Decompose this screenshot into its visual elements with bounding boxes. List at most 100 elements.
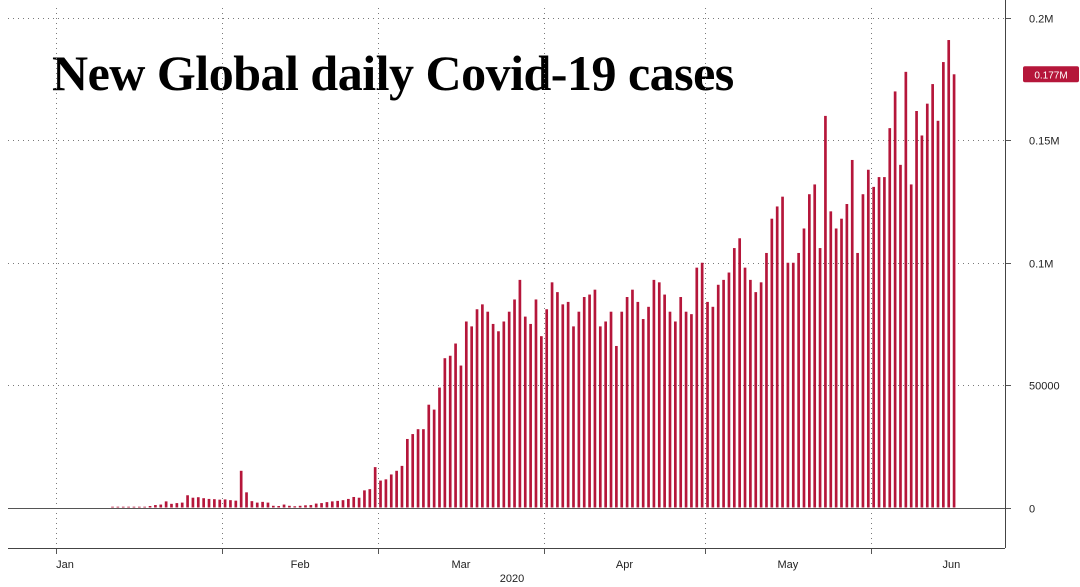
bar bbox=[631, 289, 634, 508]
bar bbox=[679, 297, 683, 508]
bar bbox=[223, 499, 227, 508]
bar bbox=[497, 331, 500, 508]
x-tick-label: Jun bbox=[943, 559, 961, 571]
bar bbox=[438, 387, 441, 508]
bar bbox=[866, 169, 870, 508]
bar bbox=[604, 321, 607, 508]
bar bbox=[143, 506, 147, 508]
bar bbox=[422, 429, 425, 508]
bar bbox=[320, 503, 323, 508]
bar bbox=[486, 311, 490, 508]
bar bbox=[507, 311, 511, 508]
bar bbox=[808, 194, 811, 508]
bar bbox=[341, 500, 345, 508]
bar bbox=[754, 292, 758, 508]
bar bbox=[668, 311, 672, 508]
bar bbox=[722, 279, 725, 508]
bar bbox=[116, 506, 120, 508]
bar bbox=[749, 279, 752, 508]
bar bbox=[593, 289, 597, 508]
bar bbox=[802, 228, 806, 508]
bar bbox=[255, 502, 259, 508]
bar bbox=[770, 218, 774, 508]
bar bbox=[588, 294, 591, 508]
bar bbox=[250, 501, 254, 508]
bar bbox=[411, 434, 415, 508]
bar bbox=[314, 503, 318, 508]
x-tick-label: Jan bbox=[56, 559, 74, 571]
bar bbox=[883, 177, 886, 508]
bar bbox=[818, 248, 822, 508]
bar bbox=[336, 500, 339, 508]
bar bbox=[620, 311, 624, 508]
bar bbox=[475, 309, 479, 508]
bar bbox=[824, 115, 827, 508]
bar bbox=[180, 502, 184, 508]
bar bbox=[625, 297, 629, 508]
bar bbox=[213, 499, 216, 508]
bar bbox=[523, 316, 527, 508]
bar bbox=[738, 238, 742, 508]
bar bbox=[154, 505, 157, 508]
bar bbox=[357, 497, 361, 508]
y-tick-label: 0.15M bbox=[1029, 136, 1060, 148]
bar bbox=[845, 204, 849, 508]
bar bbox=[834, 228, 838, 508]
bar bbox=[330, 501, 334, 508]
bar bbox=[829, 211, 833, 508]
bar bbox=[577, 311, 581, 508]
bar bbox=[893, 91, 897, 508]
bar bbox=[920, 135, 924, 508]
bar bbox=[271, 505, 275, 508]
axis-labels: 0.2M 0.15M 0.1M 50000 0 Jan Feb Mar Apr May Jun 202… bbox=[56, 14, 1079, 585]
bar bbox=[582, 297, 586, 508]
bar bbox=[674, 321, 677, 508]
bar bbox=[363, 490, 366, 508]
bar bbox=[459, 365, 463, 508]
bar bbox=[572, 326, 575, 508]
x-tick-label: May bbox=[778, 559, 799, 571]
bar bbox=[261, 501, 264, 508]
bar bbox=[925, 103, 929, 508]
bar bbox=[775, 206, 779, 508]
bar bbox=[690, 314, 693, 508]
bar bbox=[121, 506, 125, 508]
bar bbox=[132, 506, 136, 508]
bar bbox=[641, 319, 645, 508]
bar bbox=[786, 262, 790, 508]
bar bbox=[888, 128, 892, 508]
bar bbox=[813, 184, 817, 508]
bar bbox=[309, 505, 313, 508]
bar bbox=[277, 506, 281, 508]
bar bbox=[389, 474, 393, 508]
bar bbox=[743, 267, 747, 508]
bar bbox=[556, 292, 559, 508]
bar bbox=[711, 306, 715, 508]
last-value-box bbox=[1023, 66, 1079, 83]
bar bbox=[652, 279, 656, 508]
bar bbox=[566, 301, 570, 508]
last-value-badge: 0.177M bbox=[1023, 66, 1079, 83]
y-tick-label: 0 bbox=[1029, 504, 1035, 516]
bar bbox=[234, 500, 238, 508]
bar bbox=[716, 284, 720, 508]
bar bbox=[700, 262, 704, 508]
bar bbox=[186, 495, 189, 508]
bar bbox=[137, 506, 141, 508]
bar bbox=[657, 282, 661, 508]
bar bbox=[598, 326, 602, 508]
bar bbox=[684, 311, 688, 508]
x-tick-label: Mar bbox=[451, 559, 470, 571]
bar bbox=[400, 465, 404, 508]
gridlines bbox=[8, 8, 1005, 556]
bar bbox=[164, 501, 168, 508]
bar bbox=[111, 506, 114, 508]
bar bbox=[765, 252, 768, 508]
x-tick-label: Feb bbox=[291, 559, 310, 571]
bar bbox=[175, 503, 179, 508]
bar bbox=[899, 164, 902, 508]
bar bbox=[781, 196, 784, 508]
bar bbox=[529, 323, 532, 508]
bar bbox=[245, 492, 248, 508]
bar bbox=[202, 498, 205, 508]
